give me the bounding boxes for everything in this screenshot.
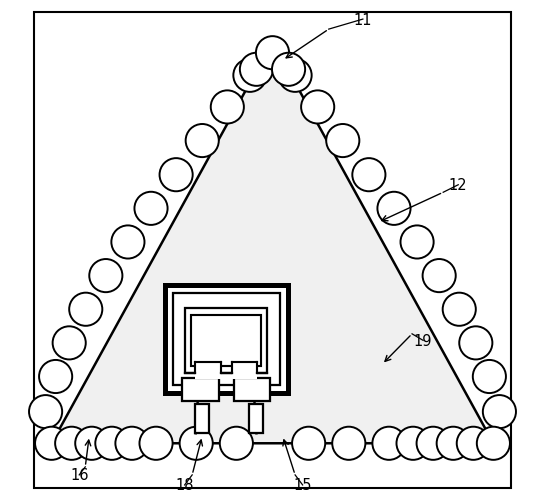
Bar: [173, 294, 280, 385]
Circle shape: [180, 427, 213, 460]
Circle shape: [301, 91, 334, 124]
Circle shape: [457, 427, 490, 460]
Text: 11: 11: [354, 13, 372, 28]
Bar: [195, 404, 209, 433]
Circle shape: [473, 360, 506, 393]
Text: 16: 16: [70, 467, 88, 482]
Circle shape: [211, 91, 244, 124]
Circle shape: [256, 37, 289, 70]
Circle shape: [422, 260, 456, 293]
Circle shape: [397, 427, 429, 460]
Circle shape: [483, 395, 516, 428]
Circle shape: [29, 395, 62, 428]
Text: 15: 15: [293, 477, 312, 492]
Circle shape: [160, 159, 193, 192]
Bar: [234, 378, 270, 401]
Circle shape: [75, 427, 108, 460]
Circle shape: [116, 427, 148, 460]
Circle shape: [39, 360, 72, 393]
Text: 19: 19: [414, 333, 432, 348]
Text: 18: 18: [175, 477, 194, 492]
Circle shape: [437, 427, 470, 460]
Circle shape: [89, 260, 123, 293]
Circle shape: [95, 427, 129, 460]
Circle shape: [135, 192, 167, 225]
Polygon shape: [52, 43, 493, 443]
Circle shape: [443, 293, 476, 326]
Circle shape: [292, 427, 325, 460]
Circle shape: [332, 427, 365, 460]
Circle shape: [240, 54, 273, 87]
Bar: [165, 286, 288, 393]
Circle shape: [35, 427, 68, 460]
Bar: [191, 315, 261, 366]
Circle shape: [186, 125, 219, 158]
Circle shape: [416, 427, 450, 460]
Circle shape: [53, 327, 86, 360]
Text: 12: 12: [449, 178, 468, 193]
Bar: [183, 378, 219, 401]
Circle shape: [378, 192, 410, 225]
Circle shape: [55, 427, 88, 460]
Bar: [232, 357, 257, 379]
Circle shape: [233, 60, 267, 93]
Bar: [249, 404, 263, 433]
Circle shape: [326, 125, 359, 158]
Bar: [185, 308, 268, 373]
Circle shape: [352, 159, 385, 192]
Circle shape: [111, 226, 144, 259]
Circle shape: [220, 427, 253, 460]
Circle shape: [69, 293, 102, 326]
Circle shape: [140, 427, 173, 460]
Circle shape: [477, 427, 510, 460]
Circle shape: [401, 226, 434, 259]
Circle shape: [278, 60, 312, 93]
Circle shape: [459, 327, 492, 360]
Circle shape: [372, 427, 405, 460]
Circle shape: [272, 54, 305, 87]
Bar: [196, 357, 221, 379]
